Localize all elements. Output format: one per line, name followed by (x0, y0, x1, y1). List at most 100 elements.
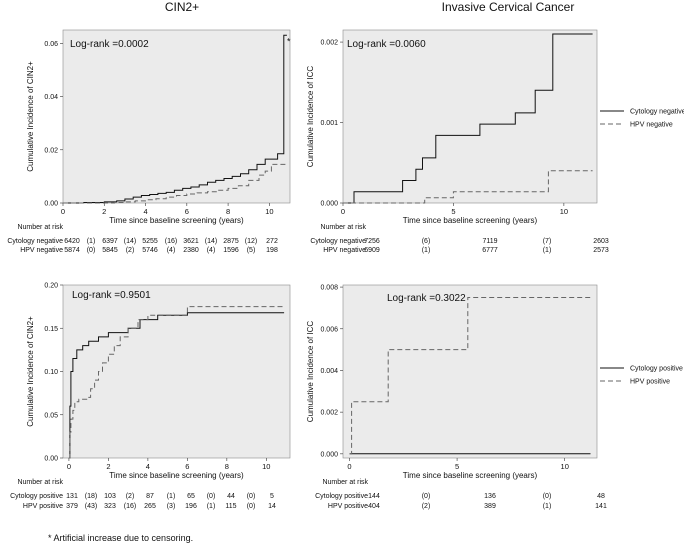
logrank-label: Log-rank =0.0060 (347, 39, 426, 50)
legend-label: Cytology negative (630, 109, 684, 116)
y-tick-label: 0.20 (44, 283, 58, 290)
risk-table-title: Number at risk (17, 479, 63, 486)
y-axis-label: Cumulative Incidence of CIN2+ (26, 316, 35, 427)
risk-cell: (12) (245, 238, 257, 245)
x-tick-label: 6 (185, 207, 189, 216)
y-tick-label: 0.008 (320, 285, 338, 292)
risk-cell: (1) (87, 238, 96, 245)
legend-label: HPV positive (630, 379, 670, 386)
risk-cell: 323 (104, 503, 116, 510)
x-axis-label: Time since baseline screening (years) (403, 471, 538, 480)
risk-cell: 2603 (593, 238, 609, 245)
risk-cell: (1) (422, 247, 431, 254)
risk-cell: 272 (266, 238, 278, 245)
y-tick-label: 0.001 (320, 120, 338, 127)
risk-row-label: Cytology negative (7, 238, 63, 245)
logrank-label: Log-rank =0.9501 (72, 290, 151, 301)
risk-cell: 65 (187, 493, 195, 500)
x-tick-label: 10 (560, 207, 568, 216)
risk-cell: 6397 (102, 238, 118, 245)
x-tick-label: 5 (455, 462, 459, 471)
plot-area-p3 (62, 284, 291, 459)
x-tick-label: 10 (265, 207, 273, 216)
risk-row-label: Cytology positive (315, 493, 368, 500)
risk-cell: (6) (422, 238, 431, 245)
x-tick-label: 4 (146, 462, 150, 471)
x-axis-label: Time since baseline screening (years) (403, 216, 538, 225)
risk-cell: (16) (165, 238, 177, 245)
y-tick-label: 0.000 (320, 201, 338, 208)
x-tick-label: 0 (347, 462, 351, 471)
risk-cell: 7119 (482, 238, 497, 245)
y-tick-label: 0.00 (44, 201, 58, 208)
risk-cell: 14 (268, 503, 276, 510)
risk-cell: 389 (484, 503, 496, 510)
risk-cell: 265 (144, 503, 156, 510)
risk-row-label: HPV negative (20, 247, 63, 254)
y-tick-label: 0.000 (320, 451, 338, 458)
risk-cell: (5) (247, 247, 256, 254)
risk-cell: 6420 (64, 238, 80, 245)
x-axis-label: Time since baseline screening (years) (109, 471, 244, 480)
risk-cell: 87 (146, 493, 154, 500)
risk-cell: (2) (422, 503, 431, 510)
y-tick-label: 0.002 (320, 40, 338, 47)
risk-cell: (0) (422, 493, 431, 500)
risk-table-title: Number at risk (322, 479, 368, 486)
series-line-hpv-positive (68, 306, 285, 459)
risk-cell: (7) (543, 238, 552, 245)
risk-cell: 2380 (183, 247, 199, 254)
title-cin2: CIN2+ (165, 0, 199, 14)
y-tick-label: 0.10 (44, 369, 58, 376)
risk-cell: 5874 (64, 247, 80, 254)
x-tick-label: 0 (67, 462, 71, 471)
plot-area-p2 (342, 29, 598, 204)
series-line-hpv-negative (63, 163, 287, 204)
series-line-hpv-positive (349, 297, 591, 455)
risk-cell: (2) (126, 493, 135, 500)
censoring-asterisk: * (287, 37, 291, 47)
x-tick-label: 5 (451, 207, 455, 216)
risk-cell: 6909 (364, 247, 380, 254)
risk-cell: 3621 (183, 238, 199, 245)
risk-row-label: Cytology negative (310, 238, 366, 245)
risk-cell: 48 (597, 493, 605, 500)
y-axis-label: Cumulative Incidence of ICC (306, 321, 315, 423)
risk-cell: 1596 (223, 247, 239, 254)
risk-cell: 44 (227, 493, 235, 500)
risk-cell: 103 (104, 493, 116, 500)
risk-row-label: HPV positive (23, 503, 63, 510)
risk-cell: (1) (543, 503, 552, 510)
footnote: * Artificial increase due to censoring. (48, 533, 193, 543)
risk-cell: 6777 (482, 247, 498, 254)
logrank-label: Log-rank =0.3022 (387, 293, 466, 304)
risk-cell: 136 (484, 493, 496, 500)
risk-cell: 379 (66, 503, 78, 510)
x-tick-label: 4 (143, 207, 147, 216)
series-line-cytology-positive (68, 312, 285, 459)
risk-cell: (0) (87, 247, 96, 254)
legend-label: HPV negative (630, 122, 673, 129)
risk-cell: 5255 (142, 238, 158, 245)
risk-cell: 198 (266, 247, 278, 254)
risk-cell: (3) (167, 503, 176, 510)
x-axis-label: Time since baseline screening (years) (109, 216, 244, 225)
risk-cell: 5 (270, 493, 274, 500)
y-tick-label: 0.002 (320, 410, 338, 417)
risk-cell: 196 (185, 503, 197, 510)
risk-cell: 141 (595, 503, 607, 510)
risk-table-title: Number at risk (320, 224, 366, 231)
risk-cell: (2) (126, 247, 135, 254)
x-tick-label: 0 (61, 207, 65, 216)
y-tick-label: 0.05 (44, 412, 58, 419)
y-tick-label: 0.00 (44, 456, 58, 463)
y-tick-label: 0.15 (44, 326, 58, 333)
risk-cell: (1) (207, 503, 216, 510)
x-tick-label: 2 (106, 462, 110, 471)
series-line-cytology-negative (63, 34, 287, 204)
risk-cell: (0) (543, 493, 552, 500)
risk-row-label: HPV negative (323, 247, 366, 254)
x-tick-label: 8 (225, 462, 229, 471)
risk-cell: 115 (225, 503, 236, 510)
